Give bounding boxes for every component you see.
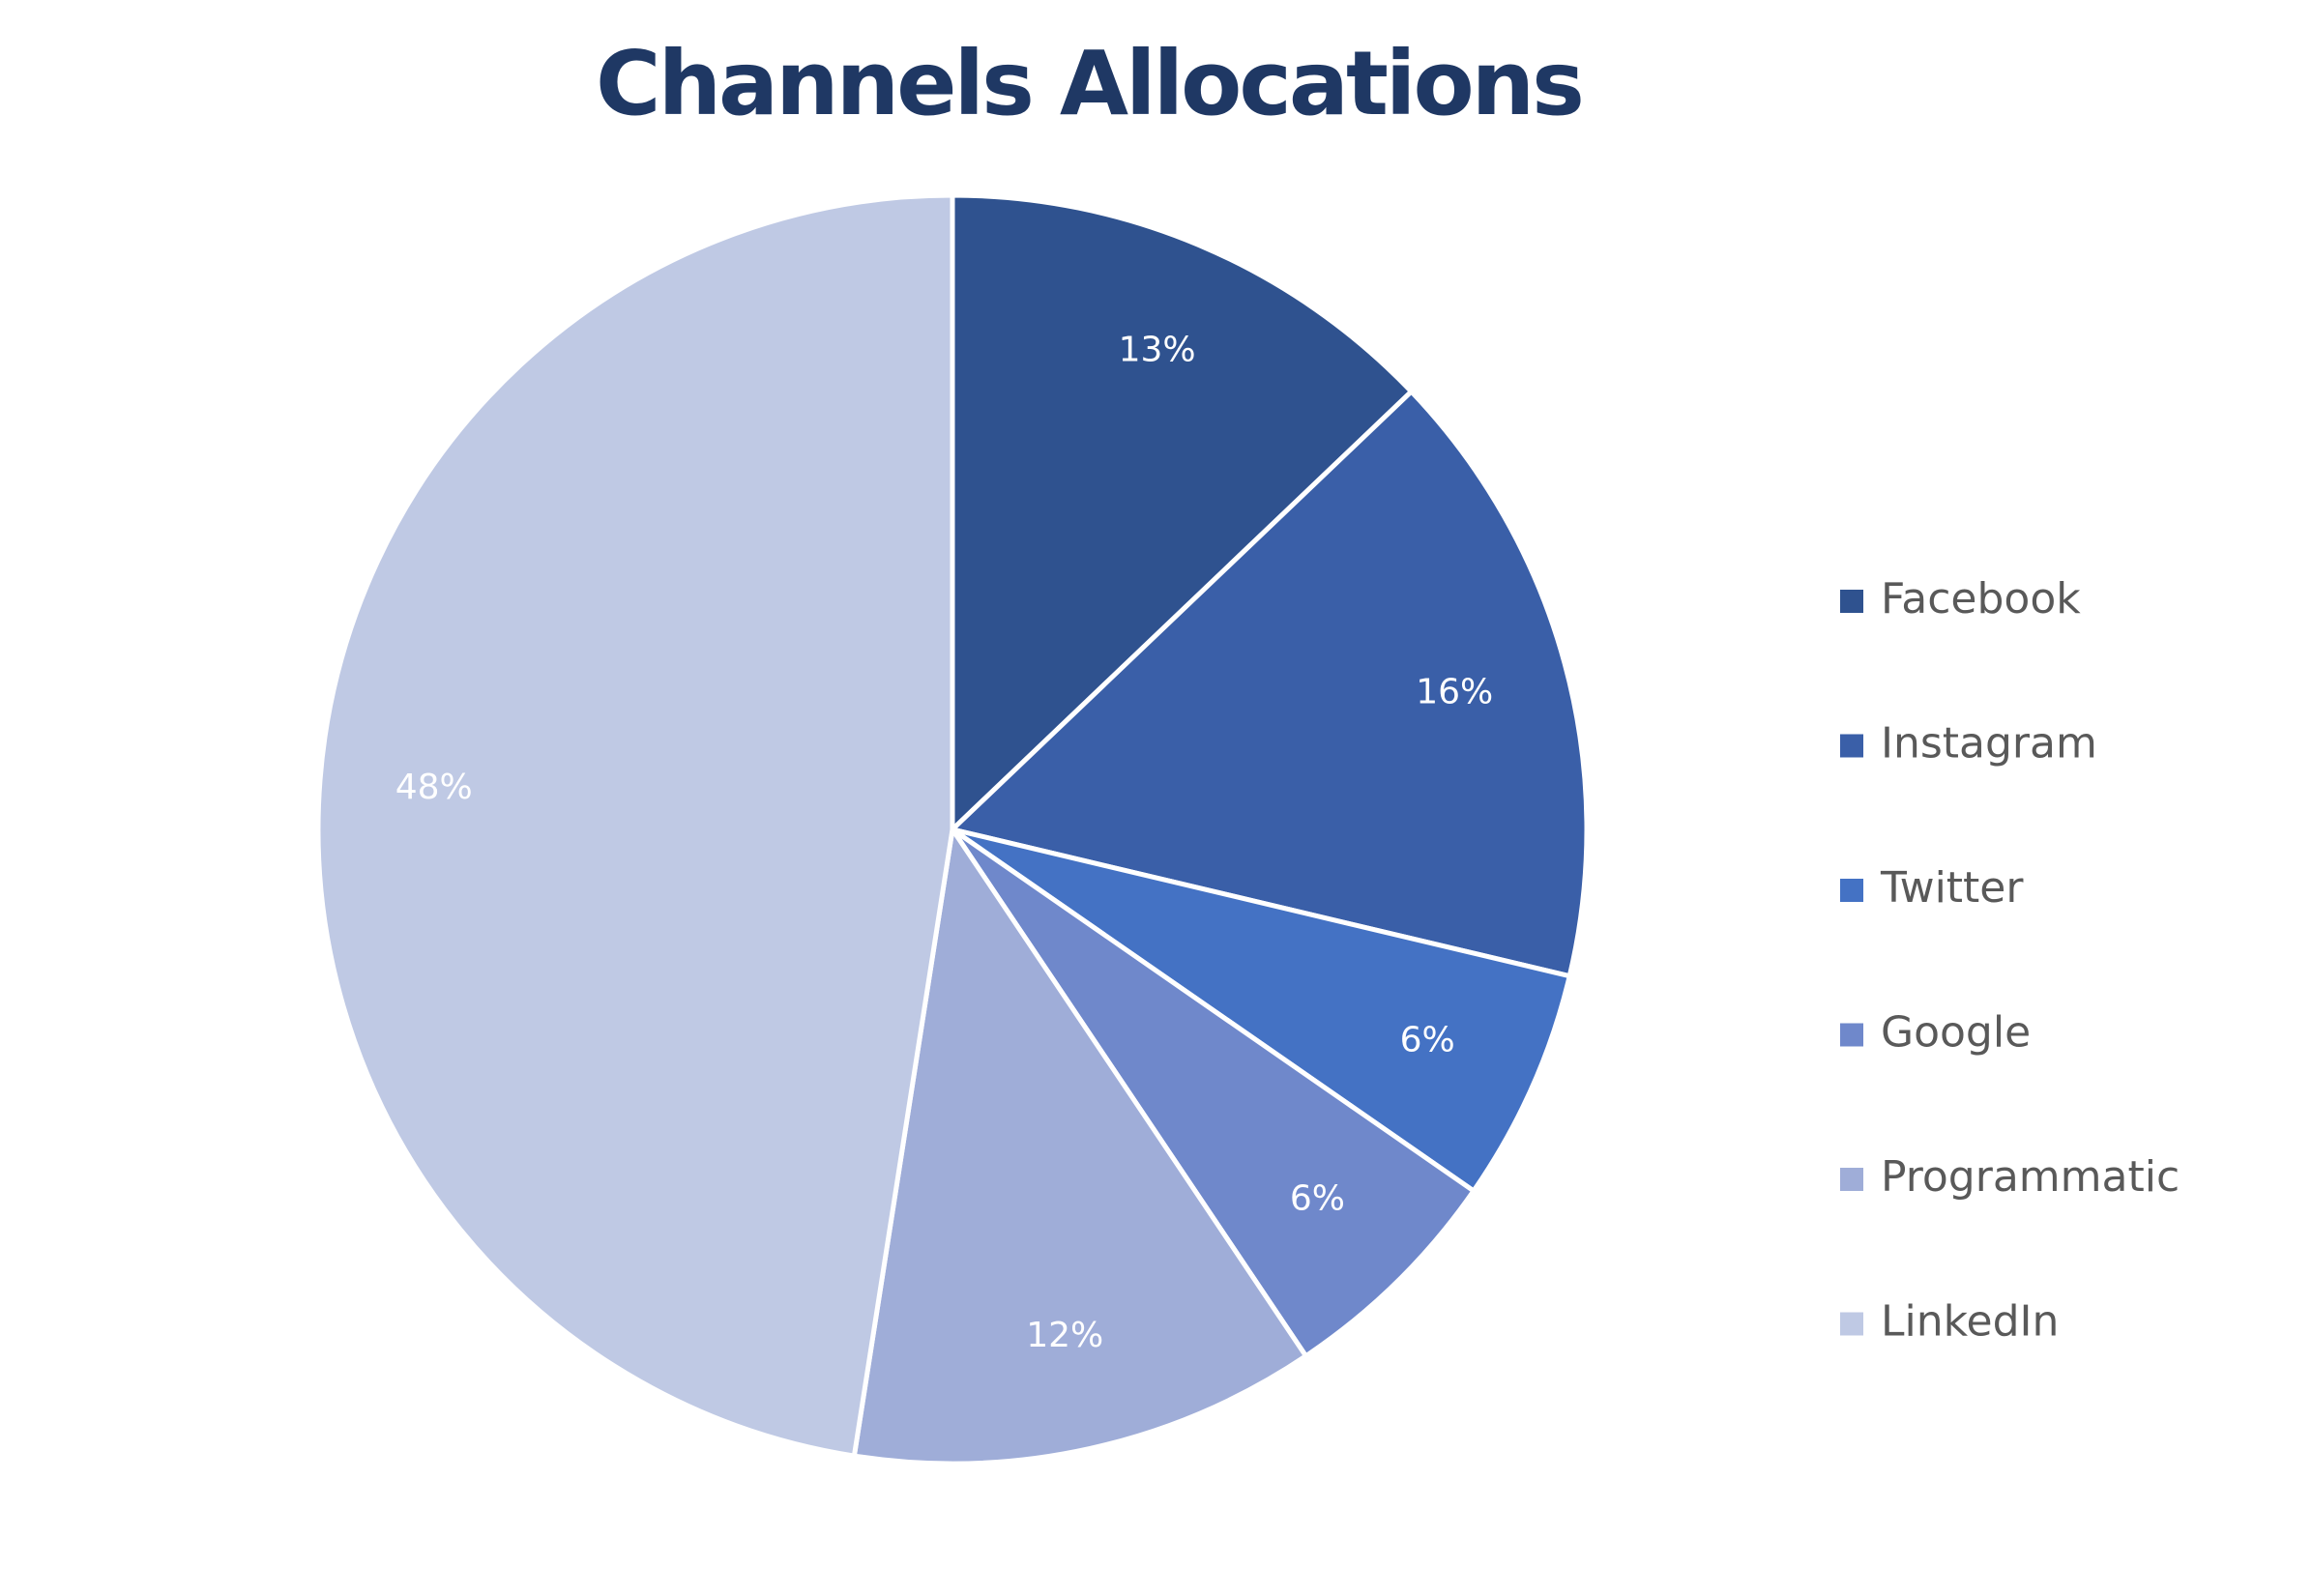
legend-item-facebook: Facebook <box>1840 574 2081 624</box>
legend-swatch-instagram <box>1840 734 1863 758</box>
legend-item-linkedin: LinkedIn <box>1840 1297 2059 1347</box>
legend-swatch-programmatic <box>1840 1168 1863 1191</box>
legend-swatch-google <box>1840 1023 1863 1047</box>
data-label-instagram: 16% <box>1416 672 1493 711</box>
pie-slice-programmatic <box>851 827 1309 1466</box>
pie-data-labels: 13% 16% 6% 6% 12% 48% <box>395 330 1494 1355</box>
data-label-google: 6% <box>1290 1178 1345 1218</box>
data-label-facebook: 13% <box>1119 330 1196 369</box>
data-label-linkedin: 48% <box>395 768 473 807</box>
legend-item-twitter: Twitter <box>1840 863 2024 913</box>
legend-item-google: Google <box>1840 1008 2031 1058</box>
legend-label-google: Google <box>1881 1008 2031 1058</box>
pie-slice-facebook <box>950 192 1415 832</box>
legend-item-programmatic: Programmatic <box>1840 1152 2180 1202</box>
pie-slices <box>315 192 1590 1466</box>
chart-title: Channels Allocations <box>596 32 1582 135</box>
legend-swatch-twitter <box>1840 879 1863 902</box>
legend-swatch-facebook <box>1840 590 1863 613</box>
legend-label-linkedin: LinkedIn <box>1881 1297 2059 1347</box>
pie-slice-instagram <box>950 389 1590 979</box>
legend-label-twitter: Twitter <box>1880 863 2024 913</box>
data-label-twitter: 6% <box>1400 1020 1455 1059</box>
data-label-programmatic: 12% <box>1026 1316 1103 1355</box>
legend-swatch-linkedin <box>1840 1312 1863 1336</box>
legend: Facebook Instagram Twitter Google Programmat… <box>1840 574 2180 1347</box>
legend-label-instagram: Instagram <box>1881 719 2097 769</box>
pie-slice-google <box>950 827 1477 1359</box>
legend-label-programmatic: Programmatic <box>1881 1152 2180 1202</box>
pie-slice-twitter <box>950 827 1572 1194</box>
legend-item-instagram: Instagram <box>1840 719 2097 769</box>
pie-slice-linkedin <box>315 192 955 1459</box>
legend-label-facebook: Facebook <box>1881 574 2081 624</box>
